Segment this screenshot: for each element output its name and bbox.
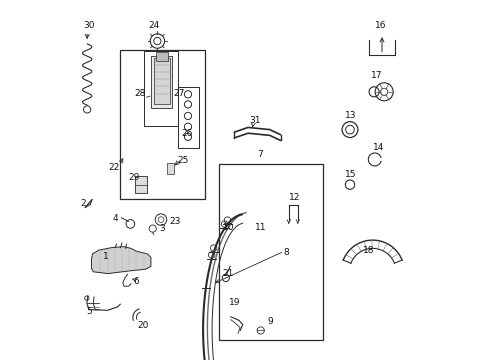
Text: 2: 2	[81, 199, 86, 208]
Text: 3: 3	[159, 224, 164, 233]
Text: 27: 27	[173, 89, 184, 98]
Text: 31: 31	[249, 116, 261, 125]
Bar	[153, 58, 169, 104]
Polygon shape	[91, 247, 151, 274]
Text: 21: 21	[222, 269, 234, 278]
Text: 10: 10	[223, 223, 234, 232]
Text: 18: 18	[362, 246, 374, 255]
Text: 4: 4	[113, 214, 118, 223]
Bar	[166, 163, 174, 174]
Text: 8: 8	[283, 248, 288, 257]
Text: 22: 22	[108, 163, 120, 172]
Text: 29: 29	[128, 173, 139, 181]
Text: 16: 16	[374, 21, 386, 30]
Text: 11: 11	[254, 223, 266, 232]
Bar	[219, 164, 322, 340]
Text: 12: 12	[288, 193, 299, 202]
Text: 9: 9	[267, 317, 273, 325]
Text: 24: 24	[148, 21, 159, 30]
Text: 23: 23	[169, 217, 181, 226]
Text: 25: 25	[177, 156, 188, 165]
Text: 1: 1	[103, 252, 108, 261]
Text: 7: 7	[257, 150, 263, 159]
Text: 19: 19	[228, 298, 240, 307]
Text: 26: 26	[181, 129, 192, 138]
Text: 17: 17	[370, 71, 382, 80]
Text: 30: 30	[83, 21, 95, 30]
Text: 15: 15	[344, 170, 356, 179]
Bar	[155, 52, 167, 61]
Bar	[144, 51, 178, 126]
Text: 14: 14	[372, 143, 383, 152]
Text: 6: 6	[133, 277, 139, 286]
Text: 20: 20	[137, 321, 148, 330]
Bar	[178, 87, 199, 148]
Bar	[134, 176, 147, 193]
Bar	[151, 56, 172, 108]
Text: 28: 28	[134, 89, 145, 98]
Bar	[120, 50, 204, 199]
Text: 13: 13	[344, 111, 356, 120]
Text: 5: 5	[86, 307, 92, 316]
